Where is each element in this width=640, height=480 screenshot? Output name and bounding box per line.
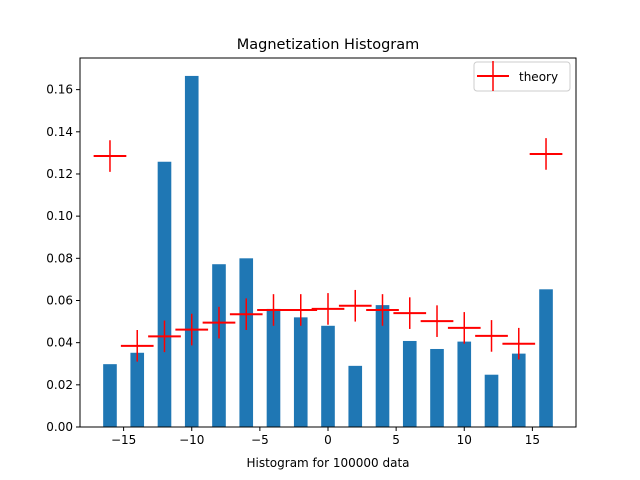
theory-point: [202, 306, 236, 339]
histogram-bar: [539, 289, 553, 427]
histogram-bar: [103, 364, 117, 427]
histogram-bar: [293, 317, 308, 427]
theory-point: [338, 289, 372, 322]
y-axis: 0.00 0.02 0.04 0.06 0.08 0.10 0.12 0.14 0.16: [46, 83, 80, 434]
legend-box: [473, 61, 571, 92]
histogram-bar: [212, 264, 226, 427]
theory-layer: [93, 138, 563, 362]
theory-point: [420, 305, 454, 337]
x-tick-label: −15: [111, 433, 136, 447]
legend-marker-theory: [477, 61, 509, 91]
y-tick-label: 0.10: [46, 209, 73, 223]
y-tick-label: 0.08: [46, 251, 73, 265]
y-tick-label: 0.16: [46, 83, 73, 97]
theory-point: [393, 297, 427, 329]
histogram-bar: [375, 305, 390, 427]
y-tick-label: 0.12: [46, 167, 73, 181]
histogram-bar: [157, 161, 172, 428]
x-axis: −15 −10 −5 0 5 10 15: [111, 427, 540, 447]
x-tick-label: 5: [392, 433, 400, 447]
x-tick-label: 0: [324, 433, 332, 447]
theory-point: [529, 138, 563, 170]
y-tick-label: 0.02: [46, 378, 73, 392]
histogram-bar: [402, 340, 417, 427]
bars-layer: [103, 75, 553, 428]
histogram-bar: [348, 365, 363, 427]
theory-point: [311, 293, 345, 325]
histogram-bar: [511, 353, 526, 427]
x-tick-label: 15: [525, 433, 540, 447]
histogram-bar: [321, 325, 335, 427]
histogram-bar: [130, 352, 145, 427]
chart-title: Magnetization Histogram: [237, 37, 420, 53]
theory-point: [475, 320, 508, 352]
y-tick-label: 0.04: [46, 336, 73, 350]
histogram-bar: [457, 341, 472, 427]
theory-point: [229, 298, 263, 331]
theory-point: [447, 312, 481, 344]
histogram-bar: [430, 348, 444, 427]
x-tick-label: −5: [251, 433, 269, 447]
histogram-bar: [266, 308, 281, 427]
theory-point: [93, 140, 127, 172]
legend-label-theory: theory: [519, 70, 558, 84]
y-tick-label: 0.06: [46, 293, 73, 307]
histogram-bar: [484, 374, 499, 427]
legend: theory: [473, 61, 571, 92]
theory-point: [366, 294, 399, 326]
theory-point: [502, 327, 536, 360]
x-tick-label: 10: [457, 433, 472, 447]
histogram-bar: [239, 258, 254, 427]
y-tick-label: 0.00: [46, 420, 73, 434]
y-tick-label: 0.14: [46, 125, 73, 139]
theory-point: [120, 330, 154, 362]
x-tick-label: −10: [179, 433, 204, 447]
theory-point: [148, 320, 181, 353]
theory-point: [175, 313, 209, 346]
theory-point: [284, 294, 318, 326]
histogram-bar: [184, 75, 199, 428]
x-axis-label: Histogram for 100000 data: [246, 456, 409, 470]
